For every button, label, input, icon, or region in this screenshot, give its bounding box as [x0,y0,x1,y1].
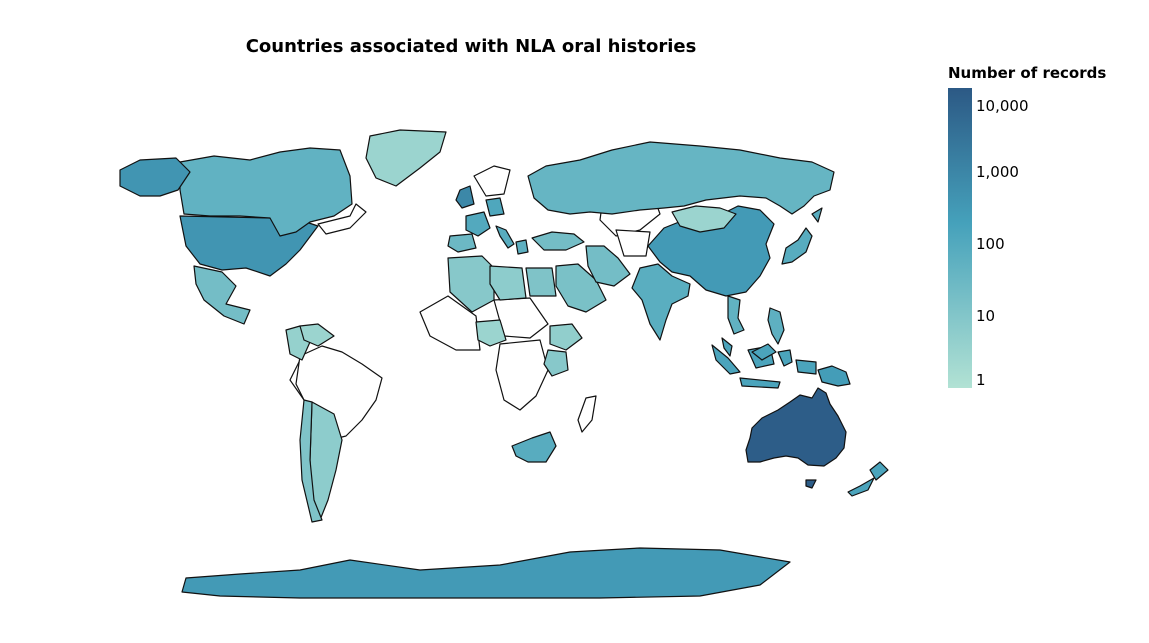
country-libya[interactable]: Libya [489,265,527,301]
legend-tick-label: 10 [976,307,996,326]
country-saudi-arabia[interactable]: Saudi Arabia [555,263,607,313]
country-kenya[interactable]: Kenya [543,349,569,377]
country-vietnam[interactable]: Vietnam [727,295,745,335]
country-italy[interactable]: Italy [495,225,515,249]
country-mexico[interactable]: Mexico [193,265,251,325]
country-japan[interactable]: Japan [781,207,823,265]
legend-tick-label: 100 [976,235,1005,254]
country-alaska-us[interactable]: Alaska (US) [119,157,191,197]
country-spain[interactable]: Spain [447,233,477,253]
country-greece[interactable]: Greece [515,239,529,255]
legend-title: Number of records [948,64,1107,82]
country-india[interactable]: India [631,263,691,341]
country-venezuela[interactable]: Venezuela [299,323,335,347]
country-indonesia[interactable]: Indonesia [711,344,817,389]
country-no-records [317,203,367,235]
country-new-zealand[interactable]: New Zealand [847,461,889,497]
country-mongolia[interactable]: Mongolia [671,205,737,233]
country-australia[interactable]: Australia [745,387,847,489]
legend-tick-label: 1 [976,371,986,389]
country-south-africa[interactable]: South Africa [511,431,557,463]
country-madagascar[interactable]: Madagascar [577,395,597,433]
country-nigeria[interactable]: Nigeria [475,319,507,347]
country-france[interactable]: France [465,211,491,237]
country-malaysia[interactable]: Malaysia [721,337,777,361]
country-egypt[interactable]: Egypt [525,267,557,297]
country-no-records [473,165,511,197]
country-canada[interactable]: Canada [179,147,353,237]
country-philippines[interactable]: Philippines [767,307,785,345]
legend-tick-label: 1,000 [976,163,1019,182]
country-iran[interactable]: Iran [585,245,631,287]
country-united-kingdom[interactable]: United Kingdom [455,185,475,209]
color-scale-bar [948,88,972,388]
world-choropleth-map: AustraliaUnited KingdomUnited StatesAnta… [119,129,889,599]
country-russia[interactable]: Russia [527,141,835,215]
legend-tick-label: 10,000 [976,97,1029,115]
country-no-records [495,339,549,411]
country-ethiopia[interactable]: Ethiopia [549,323,583,351]
country-no-records [419,295,481,351]
map-title: Countries associated with NLA oral histo… [245,36,697,57]
country-turkey[interactable]: Turkey [531,231,585,251]
country-no-records [615,229,651,257]
country-algeria[interactable]: Algeria [447,255,495,313]
country-antarctica[interactable]: Antarctica [181,547,791,599]
country-germany[interactable]: Germany [485,197,505,217]
country-greenland[interactable]: Greenland [365,129,447,187]
country-chile[interactable]: Chile [299,399,323,523]
country-papua-new-guinea[interactable]: Papua New Guinea [817,365,851,387]
country-shapes: AustraliaUnited KingdomUnited StatesAnta… [119,129,889,599]
